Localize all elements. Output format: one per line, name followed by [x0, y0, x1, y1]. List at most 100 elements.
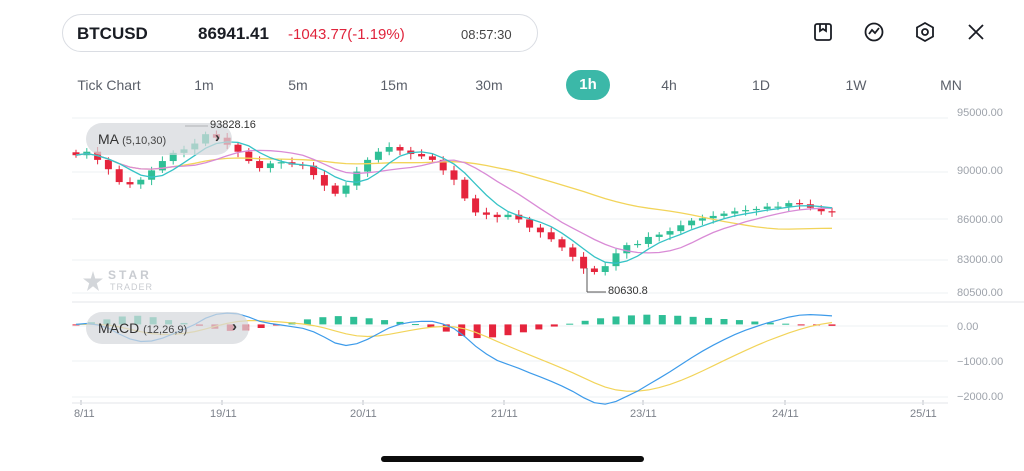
- ma-indicator-pill[interactable]: MA (5,10,30) ›: [86, 123, 232, 155]
- macd-hist-bar: [612, 316, 620, 325]
- macd-hist-bar: [458, 324, 466, 336]
- time-axis-label: 23/11: [630, 408, 657, 420]
- symbol-label: BTCUSD: [77, 24, 148, 43]
- macd-hist-bar: [597, 318, 605, 325]
- ma-params: (5,10,30): [122, 135, 167, 147]
- low-price-label: 80630.8: [608, 285, 648, 297]
- candle-body: [558, 239, 566, 248]
- candle-body: [310, 165, 318, 176]
- macd-hist-bar: [396, 321, 404, 325]
- candle-body: [688, 220, 696, 226]
- macd-hist-bar: [797, 324, 805, 326]
- price-axis-label: 95000.00: [957, 107, 1003, 119]
- candle-body: [428, 156, 436, 160]
- candle-body: [126, 182, 134, 185]
- tab-1w[interactable]: 1W: [845, 77, 867, 93]
- price-change-label: -1043.77(-1.19%): [288, 26, 405, 43]
- macd-hist-bar: [257, 324, 265, 328]
- candle-body: [482, 212, 490, 215]
- macd-axis-label: −2000.00: [957, 391, 1004, 403]
- macd-hist-bar: [705, 317, 713, 325]
- tab-1m[interactable]: 1m: [194, 77, 214, 93]
- close-icon[interactable]: [965, 21, 987, 43]
- candle-body: [590, 268, 598, 272]
- candle-body: [266, 163, 274, 169]
- macd-hist-bar: [581, 320, 589, 325]
- candle-body: [774, 206, 782, 208]
- candle-body: [72, 152, 80, 156]
- macd-hist-bar: [319, 317, 327, 325]
- macd-hist-bar: [550, 324, 558, 327]
- macd-hist-bar: [427, 324, 435, 328]
- candle-body: [817, 207, 825, 212]
- candle-body: [396, 147, 404, 151]
- tab-5m[interactable]: 5m: [288, 77, 308, 93]
- candle-body: [623, 245, 631, 254]
- candle-body: [137, 179, 145, 185]
- tab-1h[interactable]: 1h: [566, 70, 610, 100]
- candle-body: [461, 179, 469, 199]
- candle-body: [245, 151, 253, 162]
- candle-body: [169, 152, 177, 162]
- price-axis-label: 83000.00: [957, 254, 1003, 266]
- tab-4h[interactable]: 4h: [661, 77, 677, 93]
- tab-30m[interactable]: 30m: [475, 77, 503, 93]
- candle-body: [580, 256, 588, 269]
- macd-hist-bar: [735, 320, 743, 325]
- macd-indicator-pill[interactable]: MACD (12,26,9) ›: [86, 312, 249, 344]
- candle-body: [612, 253, 620, 267]
- candle-body: [666, 231, 674, 235]
- candle-body: [418, 154, 426, 157]
- time-axis-label: 19/11: [210, 408, 237, 420]
- candle-body: [374, 151, 382, 160]
- candle-body: [698, 218, 706, 221]
- candle-body: [601, 266, 609, 272]
- candle-body: [742, 210, 750, 212]
- macd-hist-bar: [519, 324, 527, 333]
- candle-body: [104, 159, 112, 170]
- candle-body: [526, 219, 534, 228]
- ticker-bar[interactable]: BTCUSD 86941.41 -1043.77(-1.19%) 08:57:3…: [62, 14, 538, 52]
- indicator-icon[interactable]: [863, 21, 885, 43]
- price-axis-label: 86000.00: [957, 214, 1003, 226]
- macd-hist-bar: [674, 315, 682, 325]
- candle-body: [158, 161, 166, 171]
- tab-1d[interactable]: 1D: [752, 77, 770, 93]
- time-label: 08:57:30: [461, 27, 512, 42]
- tab-mn[interactable]: MN: [940, 77, 962, 93]
- chevron-right-icon[interactable]: ›: [232, 318, 237, 335]
- candle-body: [364, 159, 372, 172]
- price-axis-label: 90000.00: [957, 165, 1003, 177]
- candle-body: [450, 170, 458, 180]
- candle-body: [256, 161, 264, 169]
- settings-icon[interactable]: [914, 21, 936, 43]
- macd-hist-bar: [442, 324, 450, 332]
- tab-tick-chart[interactable]: Tick Chart: [77, 77, 141, 93]
- candle-body: [115, 169, 123, 183]
- candle-body: [655, 234, 663, 237]
- candle-body: [331, 185, 339, 194]
- high-price-label: 93828.16: [210, 119, 256, 131]
- ma-name: MA: [98, 131, 119, 147]
- bookmark-save-icon[interactable]: [812, 21, 834, 43]
- candle-body: [353, 171, 361, 186]
- macd-hist-bar: [782, 323, 790, 325]
- macd-hist-bar: [411, 324, 419, 326]
- candle-body: [277, 162, 285, 164]
- candle-body: [677, 225, 685, 232]
- candle-body: [320, 175, 328, 186]
- candle-body: [752, 208, 760, 211]
- candle-body: [644, 236, 652, 244]
- chevron-right-icon[interactable]: ›: [215, 129, 220, 146]
- candle-body: [731, 211, 739, 214]
- macd-name: MACD: [98, 320, 140, 336]
- candle-body: [515, 214, 523, 220]
- macd-hist-bar: [720, 319, 728, 325]
- macd-hist-bar: [535, 324, 543, 330]
- watermark-trader-text: TRADER: [110, 282, 154, 292]
- tab-15m[interactable]: 15m: [380, 77, 408, 93]
- macd-hist-bar: [504, 324, 512, 336]
- candle-body: [472, 198, 480, 213]
